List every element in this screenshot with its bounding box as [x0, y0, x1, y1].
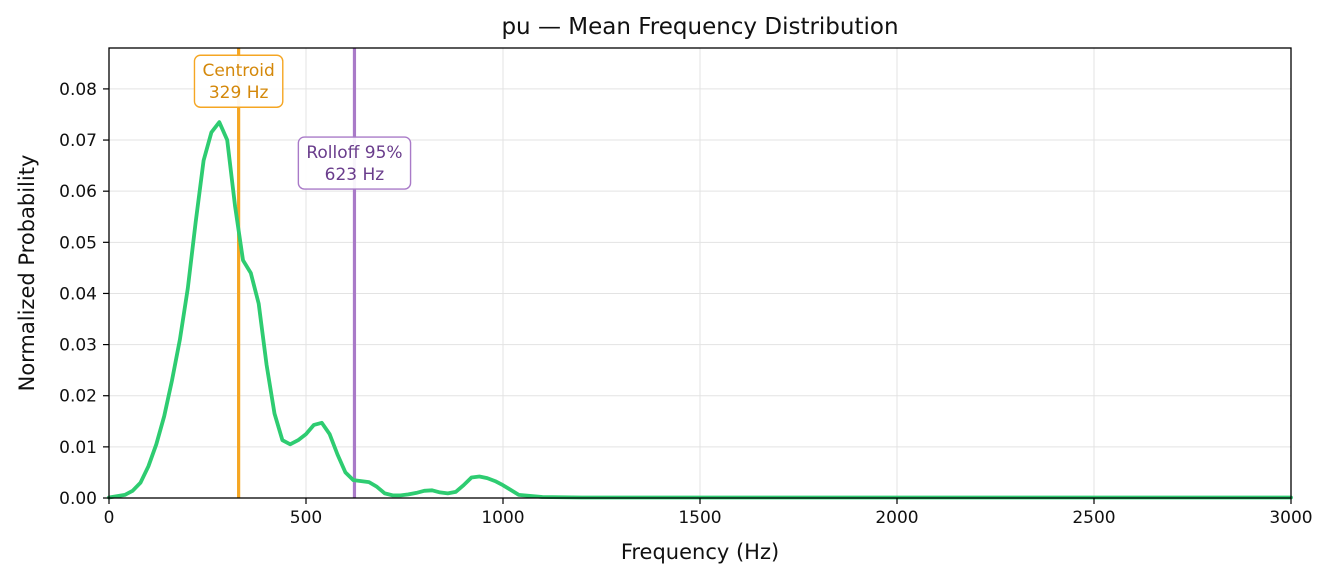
x-tick-label: 1500 [678, 508, 721, 528]
series-lines [107, 120, 1293, 500]
y-tick-label: 0.02 [59, 387, 97, 407]
marker-label-box [193, 54, 284, 108]
marker-lines [237, 48, 357, 498]
y-tick-label: 0.00 [59, 489, 97, 509]
y-tick-label: 0.05 [59, 233, 97, 253]
x-tick-label: 3000 [1269, 508, 1312, 528]
x-tick-label: 500 [290, 508, 322, 528]
x-tick-label: 2000 [875, 508, 918, 528]
y-axis-ticks: 0.00 0.01 0.02 0.03 0.04 0.05 0.06 0.07 0.08 [59, 80, 109, 509]
series-line [107, 120, 1293, 500]
x-axis-ticks: 0 500 1000 1500 2000 2500 3000 [104, 498, 1313, 528]
chart-title: pu — Mean Frequency Distribution [501, 14, 898, 40]
x-tick-label: 1000 [481, 508, 524, 528]
marker-label-value: 329 Hz [209, 83, 269, 103]
marker-annotation: Rolloff 95%623 Hz [297, 136, 412, 190]
x-axis-title: Frequency (Hz) [621, 540, 779, 564]
marker-label-box [297, 136, 412, 190]
y-tick-label: 0.01 [59, 438, 97, 458]
marker-label-value: 623 Hz [325, 165, 385, 185]
x-tick-label: 0 [104, 508, 115, 528]
y-tick-label: 0.06 [59, 182, 97, 202]
y-tick-label: 0.04 [59, 284, 97, 304]
y-tick-label: 0.08 [59, 80, 97, 100]
y-tick-label: 0.07 [59, 131, 97, 151]
marker-label-title: Rolloff 95% [306, 143, 402, 163]
y-tick-label: 0.03 [59, 336, 97, 356]
x-tick-label: 2500 [1072, 508, 1115, 528]
marker-label-title: Centroid [202, 61, 274, 81]
y-axis-title: Normalized Probability [15, 155, 39, 392]
